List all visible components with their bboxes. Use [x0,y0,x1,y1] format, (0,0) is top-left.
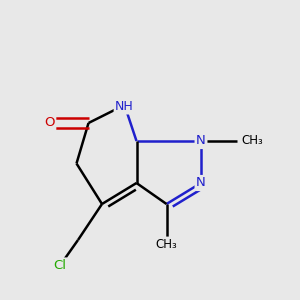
Text: N: N [196,176,206,190]
Text: Cl: Cl [53,259,67,272]
Text: NH: NH [115,100,134,113]
Text: N: N [196,134,206,148]
Text: CH₃: CH₃ [242,134,263,148]
Text: CH₃: CH₃ [156,238,177,251]
Text: O: O [44,116,55,130]
